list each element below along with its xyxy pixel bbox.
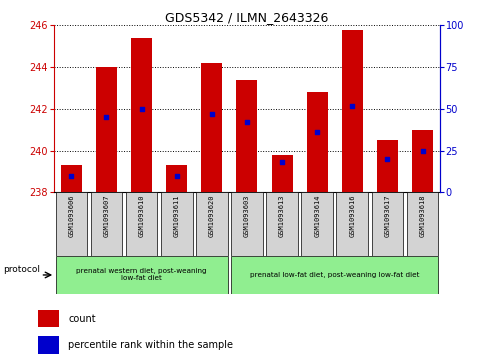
Bar — [96, 67, 117, 192]
Title: GDS5342 / ILMN_2643326: GDS5342 / ILMN_2643326 — [165, 11, 328, 24]
Bar — [90, 192, 122, 256]
Bar — [166, 165, 187, 192]
Bar — [301, 192, 332, 256]
Bar — [61, 165, 81, 192]
Point — [207, 111, 215, 117]
Text: GSM1093610: GSM1093610 — [138, 194, 144, 237]
Bar — [376, 140, 397, 192]
Point — [347, 103, 355, 109]
Point — [278, 159, 285, 165]
Bar — [406, 192, 437, 256]
Point — [313, 129, 321, 135]
Bar — [38, 336, 60, 354]
Bar — [38, 310, 60, 327]
Bar — [341, 30, 362, 192]
Bar — [56, 192, 87, 256]
Text: protocol: protocol — [3, 265, 40, 274]
Point — [67, 173, 75, 179]
Bar — [371, 192, 403, 256]
Text: GSM1093620: GSM1093620 — [208, 194, 214, 237]
Bar — [201, 63, 222, 192]
Text: GSM1093613: GSM1093613 — [279, 194, 285, 237]
Bar — [56, 256, 227, 294]
Point — [138, 106, 145, 112]
Point — [102, 114, 110, 120]
Text: GSM1093618: GSM1093618 — [419, 194, 425, 237]
Bar — [306, 92, 327, 192]
Text: GSM1093616: GSM1093616 — [348, 194, 355, 237]
Bar — [411, 130, 432, 192]
Bar — [231, 256, 437, 294]
Point — [172, 173, 180, 179]
Text: percentile rank within the sample: percentile rank within the sample — [68, 340, 233, 350]
Text: GSM1093614: GSM1093614 — [314, 194, 320, 237]
Text: GSM1093611: GSM1093611 — [173, 194, 179, 237]
Bar — [131, 38, 152, 192]
Bar — [231, 192, 262, 256]
Point — [418, 148, 426, 154]
Bar — [161, 192, 192, 256]
Text: GSM1093617: GSM1093617 — [384, 194, 389, 237]
Text: count: count — [68, 314, 96, 324]
Point — [383, 156, 390, 162]
Text: GSM1093606: GSM1093606 — [68, 194, 74, 237]
Text: prenatal low-fat diet, post-weaning low-fat diet: prenatal low-fat diet, post-weaning low-… — [249, 272, 419, 278]
Bar — [236, 80, 257, 192]
Bar — [336, 192, 367, 256]
Text: GSM1093603: GSM1093603 — [244, 194, 249, 237]
Bar — [125, 192, 157, 256]
Bar — [196, 192, 227, 256]
Text: GSM1093607: GSM1093607 — [103, 194, 109, 237]
Bar — [265, 192, 297, 256]
Bar — [271, 155, 292, 192]
Text: prenatal western diet, post-weaning
low-fat diet: prenatal western diet, post-weaning low-… — [76, 269, 206, 281]
Point — [243, 119, 250, 125]
